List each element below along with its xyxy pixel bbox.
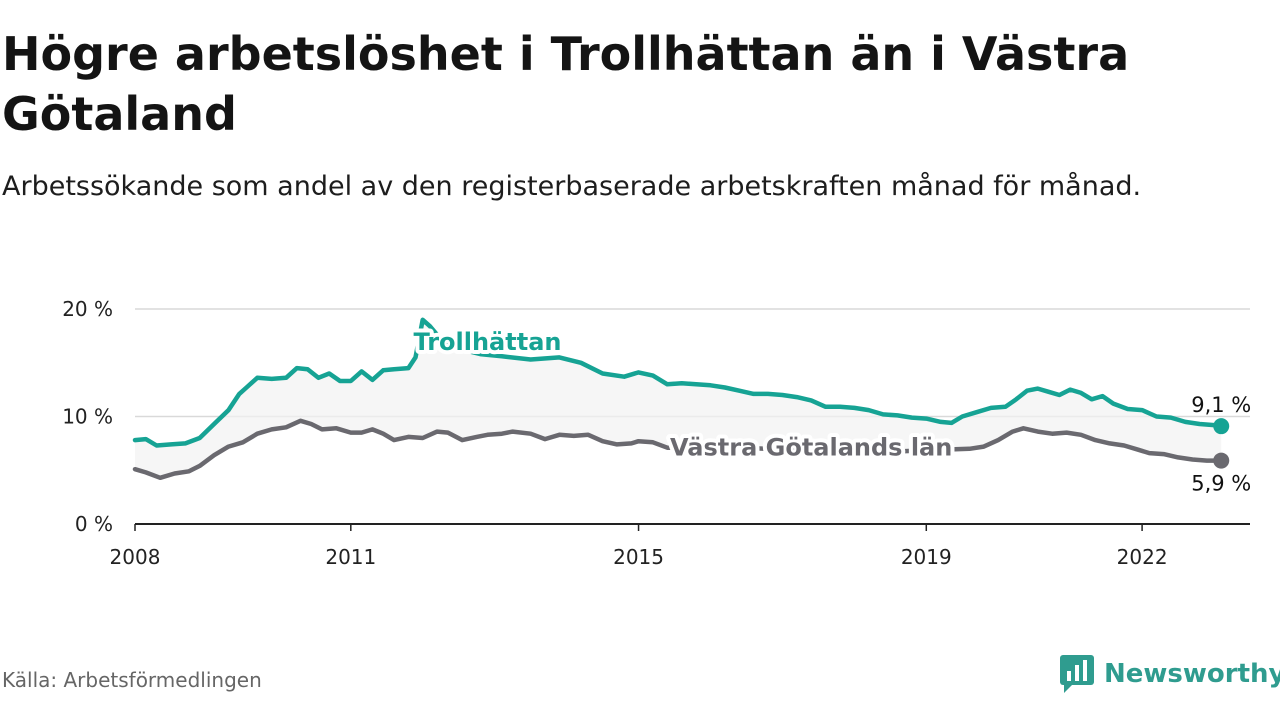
x-tick-label: 2015 — [613, 545, 664, 569]
axes: 0 % 10 % 20 % 2008 2011 2015 2019 2022 — [62, 297, 1250, 569]
x-tick-label: 2008 — [110, 545, 161, 569]
series-end-point-2 — [1213, 452, 1230, 469]
series-end-label-2: 5,9 % — [1191, 472, 1251, 496]
y-tick-label: 0 % — [75, 512, 113, 536]
series-labels: 9,1 % Trollhättan 5,9 % Västra Götalands lä… — [409, 324, 1251, 496]
gap-band — [135, 319, 1222, 478]
x-tick-label: 2019 — [901, 545, 952, 569]
series-lines — [132, 317, 1230, 481]
y-tick-label: 20 % — [62, 297, 113, 321]
series-name-label-1: Trollhättan — [413, 328, 561, 356]
series-line-2 — [132, 418, 1224, 481]
x-tick-label: 2022 — [1117, 545, 1168, 569]
x-tick-label: 2011 — [325, 545, 376, 569]
line-chart: 9,1 % Trollhättan 5,9 % Västra Götalands lä… — [62, 297, 1251, 569]
newsworthy-logo-icon — [1060, 655, 1094, 693]
y-tick-label: 10 % — [62, 405, 113, 429]
brand-logo: Newsworthy — [1060, 654, 1280, 694]
brand-name: Newsworthy — [1104, 659, 1280, 689]
chart-title: Högre arbetslöshet i Trollhättan än i Vä… — [2, 27, 1130, 141]
series-end-point-1 — [1213, 418, 1230, 435]
series-name-label-2: Västra Götalands län — [670, 434, 952, 462]
series-line-1 — [132, 317, 1224, 448]
source-note: Källa: Arbetsförmedlingen — [2, 668, 262, 692]
series-end-label-1: 9,1 % — [1191, 393, 1251, 417]
chart-subtitle: Arbetssökande som andel av den registerb… — [2, 171, 1142, 202]
